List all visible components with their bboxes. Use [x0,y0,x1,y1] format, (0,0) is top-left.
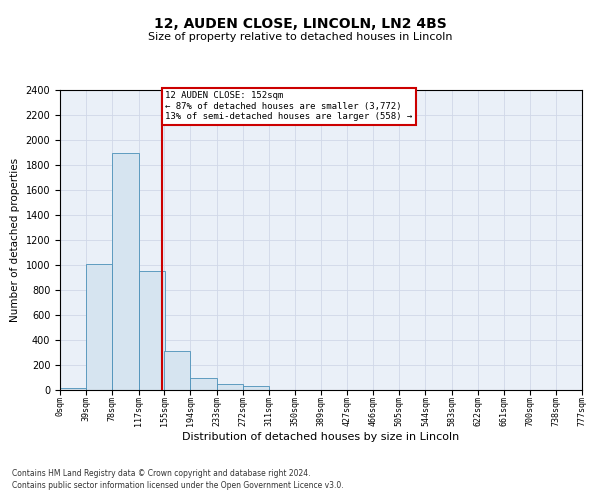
Bar [217,384,243,390]
Bar [86,264,112,390]
Bar [164,351,190,390]
Bar [60,388,86,390]
Bar [139,271,165,390]
X-axis label: Distribution of detached houses by size in Lincoln: Distribution of detached houses by size … [182,432,460,442]
Text: Size of property relative to detached houses in Lincoln: Size of property relative to detached ho… [148,32,452,42]
Text: 12, AUDEN CLOSE, LINCOLN, LN2 4BS: 12, AUDEN CLOSE, LINCOLN, LN2 4BS [154,18,446,32]
Bar [112,152,139,390]
Bar [243,386,269,390]
Text: Contains HM Land Registry data © Crown copyright and database right 2024.: Contains HM Land Registry data © Crown c… [12,468,311,477]
Text: Contains public sector information licensed under the Open Government Licence v3: Contains public sector information licen… [12,481,344,490]
Text: 12 AUDEN CLOSE: 152sqm
← 87% of detached houses are smaller (3,772)
13% of semi-: 12 AUDEN CLOSE: 152sqm ← 87% of detached… [166,91,413,121]
Bar [190,378,217,390]
Y-axis label: Number of detached properties: Number of detached properties [10,158,20,322]
